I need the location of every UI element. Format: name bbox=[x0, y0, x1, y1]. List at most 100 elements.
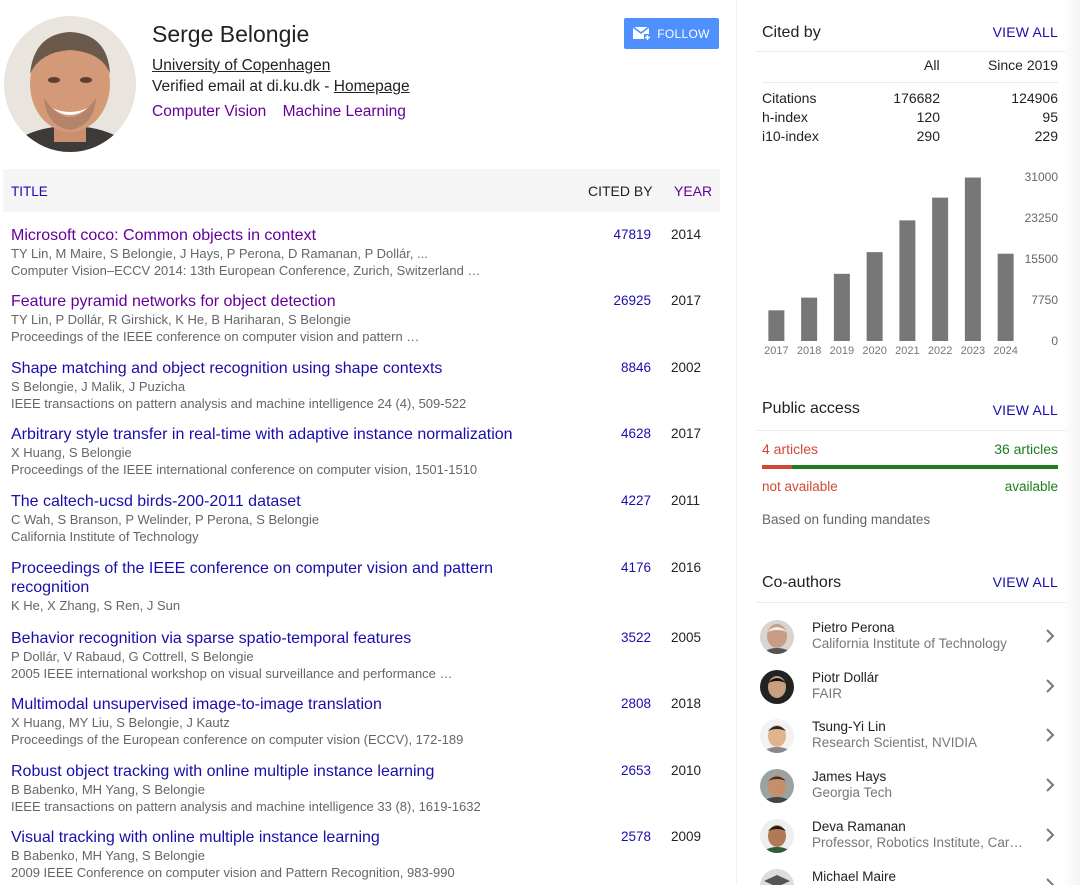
coauthor-avatar bbox=[760, 869, 794, 885]
publication-authors: B Babenko, MH Yang, S Belongie bbox=[11, 782, 205, 797]
coauthor-name: Piotr Dollár bbox=[812, 670, 879, 685]
mail-plus-icon bbox=[633, 26, 652, 41]
chart-bar-2020[interactable] bbox=[866, 252, 883, 341]
publication-citations[interactable]: 4628 bbox=[620, 426, 651, 441]
publication-citations[interactable]: 26925 bbox=[613, 293, 651, 308]
profile-main: Serge Belongie University of Copenhagen … bbox=[3, 0, 737, 885]
public-access-view-all[interactable]: VIEW ALL bbox=[992, 402, 1058, 418]
chart-bar-2019[interactable] bbox=[833, 273, 850, 341]
interest-computer-vision[interactable]: Computer Vision bbox=[152, 103, 267, 120]
publication-authors: X Huang, S Belongie bbox=[11, 445, 132, 460]
publication-title[interactable]: Multimodal unsupervised image-to-image t… bbox=[11, 696, 382, 713]
coauthor-item[interactable]: Piotr Dollár FAIR bbox=[760, 670, 1060, 720]
publication-row: Microsoft coco: Common objects in contex… bbox=[11, 226, 721, 279]
publication-venue: Proceedings of the European conference o… bbox=[11, 732, 464, 747]
stat-label: Citations bbox=[762, 90, 817, 106]
publication-citations[interactable]: 2808 bbox=[620, 696, 651, 711]
publication-authors: TY Lin, P Dollár, R Girshick, K He, B Ha… bbox=[11, 312, 351, 327]
sort-by-cited[interactable]: CITED BY bbox=[588, 183, 653, 199]
follow-button[interactable]: FOLLOW bbox=[624, 18, 719, 49]
profile-name: Serge Belongie bbox=[152, 21, 310, 47]
homepage-link[interactable]: Homepage bbox=[333, 78, 410, 95]
public-access-heading: Public access bbox=[762, 400, 860, 417]
chart-x-tick: 2019 bbox=[830, 345, 854, 357]
sort-by-title[interactable]: TITLE bbox=[11, 184, 48, 199]
coauthor-item[interactable]: Deva Ramanan Professor, Robotics Institu… bbox=[760, 819, 1060, 869]
divider bbox=[762, 82, 1058, 83]
coauthor-affiliation: California Institute of Technology bbox=[812, 636, 1007, 651]
coauthor-item[interactable]: James Hays Georgia Tech bbox=[760, 769, 1060, 819]
publication-venue: Proceedings of the IEEE international co… bbox=[11, 462, 478, 477]
interest-machine-learning[interactable]: Machine Learning bbox=[282, 103, 406, 120]
publication-title[interactable]: Shape matching and object recognition us… bbox=[11, 360, 443, 377]
publication-citations[interactable]: 8846 bbox=[620, 360, 651, 375]
coauthor-item[interactable]: Pietro Perona California Institute of Te… bbox=[760, 620, 1060, 670]
stat-since: 124906 bbox=[1011, 90, 1058, 106]
publication-citations[interactable]: 47819 bbox=[613, 227, 651, 242]
publication-row: Multimodal unsupervised image-to-image t… bbox=[11, 695, 721, 748]
chart-bar-2017[interactable] bbox=[768, 310, 785, 341]
funding-note: Based on funding mandates bbox=[762, 512, 931, 527]
publication-title[interactable]: Proceedings of the IEEE conference on co… bbox=[11, 560, 494, 596]
chart-bar-2023[interactable] bbox=[964, 177, 981, 341]
chart-bar-2024[interactable] bbox=[997, 253, 1014, 341]
publication-authors: K He, X Zhang, S Ren, J Sun bbox=[11, 598, 181, 613]
cited-by-view-all[interactable]: VIEW ALL bbox=[992, 24, 1058, 40]
publication-citations[interactable]: 4227 bbox=[620, 493, 651, 508]
profile-affiliation-link[interactable]: University of Copenhagen bbox=[152, 57, 331, 74]
chart-bar-2018[interactable] bbox=[801, 297, 818, 341]
chevron-right-icon bbox=[1046, 629, 1055, 643]
publication-citations[interactable]: 2653 bbox=[620, 763, 651, 778]
sort-by-year[interactable]: YEAR bbox=[674, 183, 713, 199]
coauthor-avatar bbox=[760, 620, 794, 654]
publication-title[interactable]: Microsoft coco: Common objects in contex… bbox=[11, 227, 317, 244]
coauthor-name: Deva Ramanan bbox=[812, 819, 906, 834]
chart-bar-2022[interactable] bbox=[932, 197, 949, 341]
chart-y-tick: 31000 bbox=[1025, 170, 1059, 184]
available-label: available bbox=[1004, 479, 1058, 494]
publication-year: 2011 bbox=[671, 493, 701, 508]
publication-title[interactable]: Behavior recognition via sparse spatio-t… bbox=[11, 630, 412, 647]
publication-citations[interactable]: 2578 bbox=[620, 829, 651, 844]
chart-x-tick: 2020 bbox=[862, 345, 886, 357]
chart-bar-2021[interactable] bbox=[899, 220, 916, 341]
publication-title[interactable]: Visual tracking with online multiple ins… bbox=[11, 829, 380, 846]
publication-title[interactable]: Arbitrary style transfer in real-time wi… bbox=[11, 426, 513, 443]
coauthor-affiliation: FAIR bbox=[812, 686, 843, 701]
publication-citations[interactable]: 4176 bbox=[620, 560, 651, 575]
not-available-label: not available bbox=[762, 479, 838, 494]
available-count[interactable]: 36 articles bbox=[994, 441, 1058, 457]
publication-year: 2018 bbox=[671, 696, 702, 711]
chevron-right-icon bbox=[1046, 828, 1055, 842]
research-interests: Computer Vision Machine Learning bbox=[152, 103, 418, 121]
publication-venue: IEEE transactions on pattern analysis an… bbox=[11, 396, 467, 411]
publication-row: Robust object tracking with online multi… bbox=[11, 762, 721, 815]
chevron-right-icon bbox=[1046, 778, 1055, 792]
publication-title[interactable]: Feature pyramid networks for object dete… bbox=[11, 293, 336, 310]
coauthors-view-all[interactable]: VIEW ALL bbox=[992, 574, 1058, 590]
publication-authors: C Wah, S Branson, P Welinder, P Perona, … bbox=[11, 512, 320, 527]
profile-photo bbox=[4, 16, 136, 152]
not-available-count[interactable]: 4 articles bbox=[762, 441, 819, 457]
col-all-header: All bbox=[924, 57, 940, 73]
chart-x-tick: 2018 bbox=[797, 345, 821, 357]
publication-title[interactable]: Robust object tracking with online multi… bbox=[11, 763, 435, 780]
stat-since: 95 bbox=[1042, 109, 1058, 125]
chart-y-tick: 23250 bbox=[1025, 211, 1059, 225]
divider bbox=[756, 51, 1066, 52]
coauthor-avatar bbox=[760, 670, 794, 704]
coauthor-item[interactable]: Michael Maire bbox=[760, 869, 1060, 885]
chart-y-tick: 15500 bbox=[1025, 252, 1059, 266]
publication-authors: B Babenko, MH Yang, S Belongie bbox=[11, 848, 205, 863]
publication-venue: California Institute of Technology bbox=[11, 529, 199, 544]
coauthor-item[interactable]: Tsung-Yi Lin Research Scientist, NVIDIA bbox=[760, 719, 1060, 769]
coauthor-affiliation: Professor, Robotics Institute, Car… bbox=[812, 835, 1023, 850]
publication-row: Arbitrary style transfer in real-time wi… bbox=[11, 425, 721, 478]
publication-title[interactable]: The caltech-ucsd birds-200-2011 dataset bbox=[11, 493, 301, 510]
publication-authors: P Dollár, V Rabaud, G Cottrell, S Belong… bbox=[11, 649, 254, 664]
chevron-right-icon bbox=[1046, 679, 1055, 693]
chevron-right-icon bbox=[1046, 878, 1055, 885]
publication-citations[interactable]: 3522 bbox=[620, 630, 651, 645]
coauthor-name: Tsung-Yi Lin bbox=[812, 719, 886, 734]
publication-year: 2009 bbox=[671, 829, 702, 844]
